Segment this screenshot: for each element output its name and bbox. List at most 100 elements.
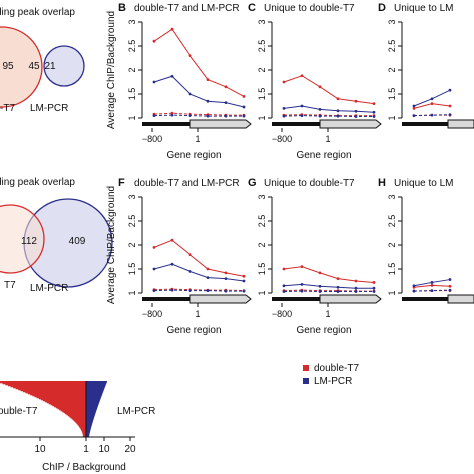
data-point: [188, 114, 192, 117]
panel-d: D Unique to LM 1 1.5 2 2.5 3: [378, 2, 474, 129]
data-point: [170, 113, 174, 117]
venn-top-left-label: -T7: [0, 103, 15, 114]
data-point: [318, 284, 322, 288]
data-point: [336, 109, 340, 113]
bar-lm-pcr: [86, 417, 95, 419]
data-point: [188, 289, 192, 292]
y-tick-label: 1: [387, 115, 397, 120]
bar-lm-pcr: [86, 419, 94, 421]
panel-letter: G: [248, 177, 257, 189]
bar-double-t7: [71, 418, 86, 420]
bar-lm-pcr: [86, 410, 97, 412]
y-tick-label: 1: [387, 290, 397, 295]
bar-double-t7: [55, 407, 86, 409]
data-point: [152, 39, 156, 43]
x-tick-label: −800: [272, 134, 292, 144]
bar-double-t7: [82, 434, 86, 436]
y-tick-label: 3: [257, 19, 267, 24]
legend: double-T7 LM-PCR: [303, 363, 359, 387]
bar-lm-pcr: [86, 392, 103, 394]
y-tick-label: 1: [257, 290, 267, 295]
bar-lm-pcr: [86, 396, 102, 398]
bar-lm-pcr: [86, 418, 94, 420]
bar-double-t7: [42, 400, 86, 402]
panel-title: Unique to double-T7: [264, 178, 355, 189]
data-point: [412, 114, 416, 117]
bar-lm-pcr: [86, 428, 91, 430]
bar-double-t7: [73, 420, 86, 422]
y-tick-label: 3: [127, 194, 137, 199]
bar-double-t7: [65, 413, 86, 415]
bar-x-axis-label: ChIP / Background: [42, 462, 126, 473]
data-point: [224, 85, 228, 89]
bar-double-t7: [44, 401, 86, 403]
venn-bottom-right-label: LM-PCR: [30, 283, 68, 294]
x-tick-label: 1: [325, 309, 330, 319]
series-line-3: [153, 114, 244, 117]
bar-double-t7: [54, 406, 86, 408]
bar-double-t7: [30, 394, 86, 396]
bar-lm-pcr: [86, 402, 100, 404]
data-point: [282, 80, 286, 84]
bar-lm-pcr: [86, 432, 90, 434]
series-line-0: [153, 239, 245, 277]
bar-lm-pcr: [86, 415, 95, 417]
bar-double-t7: [79, 427, 86, 429]
bar-lm-pcr: [86, 407, 98, 409]
data-point: [242, 114, 246, 118]
data-point: [318, 107, 322, 111]
series-line-2: [283, 114, 374, 117]
data-point: [224, 101, 228, 105]
data-point: [336, 285, 340, 289]
data-point: [300, 104, 304, 108]
bar-lm-pcr: [86, 412, 96, 414]
data-point: [152, 80, 156, 84]
data-point: [300, 282, 304, 286]
data-point: [170, 238, 174, 242]
panel-letter: D: [378, 2, 386, 14]
bar-double-t7: [75, 422, 86, 424]
bar-double-t7: [13, 387, 87, 389]
data-point: [282, 267, 286, 271]
panel-title: double-T7 and LM-PCR: [134, 178, 240, 189]
x-axis-label: Gene region: [296, 150, 351, 161]
bar-double-t7: [81, 430, 86, 432]
series-line-2: [153, 288, 245, 292]
data-point: [224, 289, 228, 293]
bar-double-t7: [15, 388, 86, 390]
data-point: [206, 276, 210, 280]
data-point: [448, 88, 452, 92]
y-tick-label: 2: [257, 67, 267, 72]
bar-double-t7: [10, 386, 87, 388]
panel-bars: 10 1 10 20 ChIP / Background ouble-T7 LM…: [0, 381, 155, 473]
y-tick-label: 3: [387, 19, 397, 24]
bar-double-t7: [46, 402, 86, 404]
panel-g: G Unique to double-T7 1 1.5 2 2.5 3 −800 1 Gene r…: [248, 177, 382, 336]
bar-lm-pcr: [86, 385, 106, 387]
gene-arrow: [319, 119, 382, 129]
bar-lm-pcr: [86, 421, 93, 423]
data-point: [300, 114, 304, 117]
data-point: [354, 279, 358, 283]
data-point: [152, 246, 156, 249]
venn-bottom-title: ding peak overlap: [0, 177, 75, 188]
venn-top-title: ding peak overlap: [0, 7, 75, 18]
bar-lm-pcr: [86, 399, 101, 401]
bar-double-t7: [0, 382, 86, 384]
y-tick-label: 1.5: [127, 88, 137, 101]
bar-lm-pcr: [86, 390, 104, 392]
panel-title: Unique to LM: [394, 178, 453, 189]
y-tick-label: 1.5: [257, 88, 267, 101]
bar-lm-pcr: [86, 422, 93, 424]
bar-double-t7: [77, 424, 86, 426]
bar-lm-pcr: [86, 434, 90, 436]
data-point: [372, 281, 376, 284]
data-point: [372, 286, 376, 290]
data-point: [430, 283, 434, 287]
bar-lm-pcr: [86, 384, 106, 386]
series-line-3: [283, 115, 374, 118]
data-point: [188, 270, 192, 273]
bar-double-t7: [40, 399, 86, 401]
